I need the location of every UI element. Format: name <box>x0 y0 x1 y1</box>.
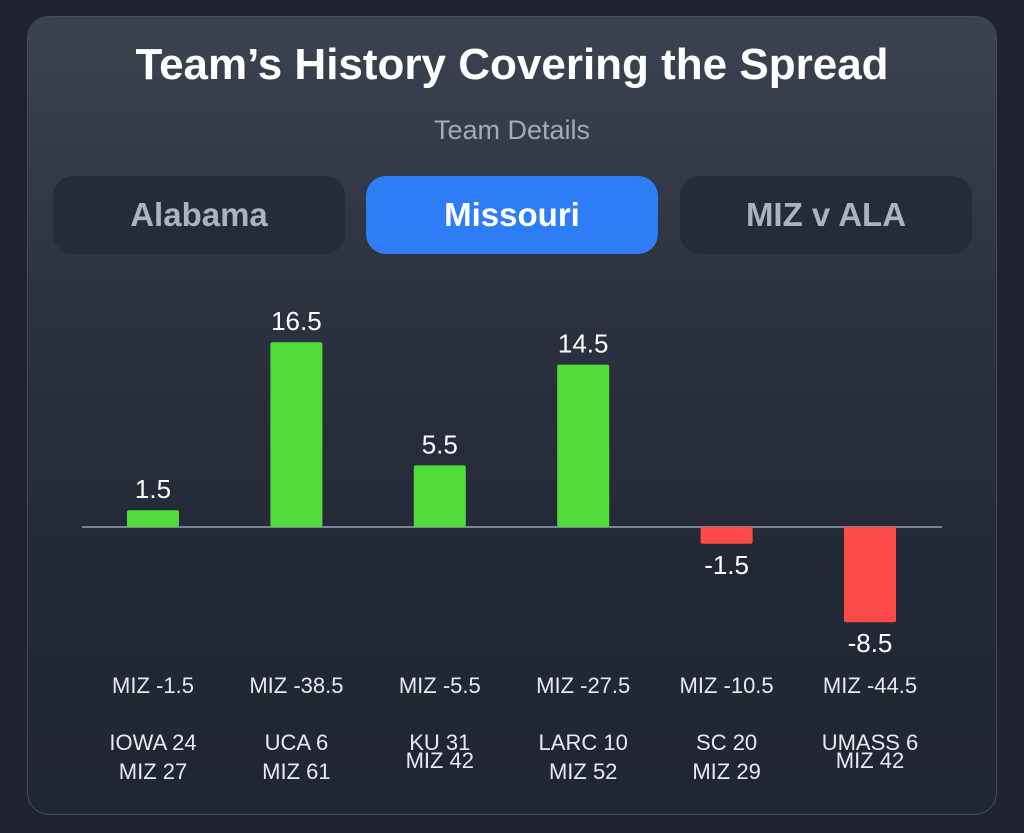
bar <box>270 342 323 527</box>
score-label: MIZ 42 <box>836 748 904 773</box>
tab-miz-v-ala[interactable]: MIZ v ALA <box>680 176 972 254</box>
spread-label: MIZ -5.5 <box>399 673 481 698</box>
value-label: 14.5 <box>558 329 609 359</box>
spread-label: MIZ -10.5 <box>680 673 774 698</box>
bar <box>413 465 466 527</box>
spread-label: MIZ -44.5 <box>823 673 917 698</box>
score-label: MIZ 27 <box>119 759 187 784</box>
score-label: LARC 10 <box>539 730 628 755</box>
value-label: 5.5 <box>422 429 458 459</box>
tab-alabama[interactable]: Alabama <box>53 176 345 254</box>
bar <box>127 510 179 527</box>
value-label: -1.5 <box>704 550 749 580</box>
spread-label: MIZ -38.5 <box>249 673 343 698</box>
score-label: IOWA 24 <box>109 730 196 755</box>
score-label: MIZ 61 <box>262 759 330 784</box>
score-label: MIZ 29 <box>692 759 760 784</box>
value-label: 16.5 <box>271 306 322 336</box>
spread-label: MIZ -27.5 <box>536 673 630 698</box>
bar <box>844 527 896 623</box>
value-label: 1.5 <box>135 474 171 504</box>
bar <box>557 364 610 527</box>
tab-missouri[interactable]: Missouri <box>366 176 658 254</box>
spread-label: MIZ -1.5 <box>112 673 194 698</box>
chart-card <box>27 16 997 815</box>
score-label: MIZ 52 <box>549 759 617 784</box>
score-label: KU 31 <box>409 730 470 755</box>
page-title: Team’s History Covering the Spread <box>135 40 889 89</box>
score-label: MIZ 42 <box>406 748 474 773</box>
page-subtitle: Team Details <box>433 115 591 145</box>
score-label: UMASS 6 <box>822 730 919 755</box>
score-label: SC 20 <box>696 730 757 755</box>
bar <box>700 527 753 544</box>
value-label: -8.5 <box>848 628 893 658</box>
score-label: UCA 6 <box>265 730 329 755</box>
